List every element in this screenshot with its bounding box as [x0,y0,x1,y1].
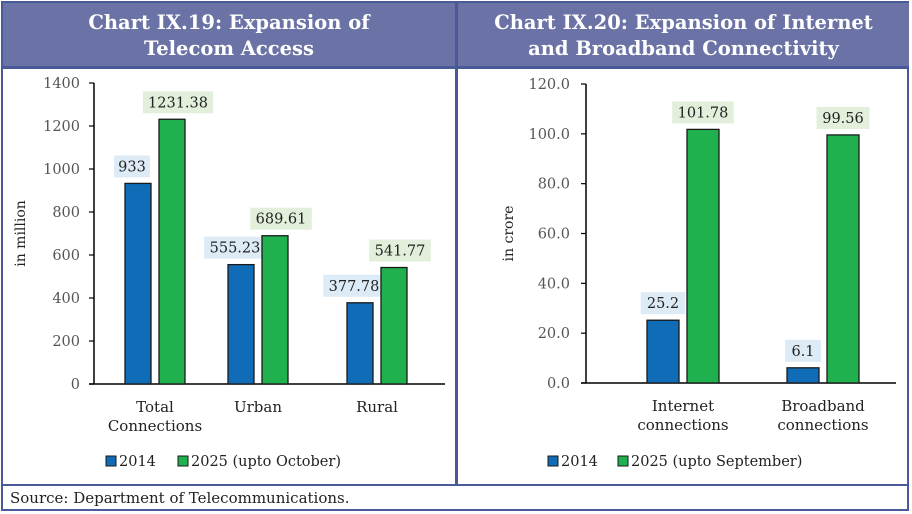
data-label-bg [785,339,821,362]
chart-left-title-line1: Chart IX.19: Expansion of [88,10,370,34]
data-label: 1231.38 [148,95,208,111]
data-label-bg [672,101,734,124]
chart-left-title-line2: Telecom Access [143,36,315,60]
legend-swatch [177,455,189,467]
data-label: 689.61 [256,212,307,228]
y-axis-title: in million [13,200,29,267]
source-divider [3,484,909,486]
data-label: 377.78 [329,279,380,295]
bar-2014-1 [786,367,820,384]
y-tick-label: 40.0 [538,276,570,292]
data-label: 25.2 [647,296,679,312]
bar-2025-1 [261,235,289,385]
category-label: Urban [234,398,282,416]
data-label: 555.23 [210,241,261,257]
data-label: 6.1 [791,344,814,360]
y-tick-label: 60.0 [538,227,570,243]
bar-2014-0 [646,319,680,384]
y-tick-label: 600 [52,248,80,264]
bar-2014-2 [346,302,374,385]
y-tick-label: 1400 [43,76,80,92]
category-label: connections [637,416,728,434]
data-label-bg [816,106,870,129]
category-label: Rural [356,398,398,416]
y-axis-title: in crore [501,206,517,262]
legend-label: 2014 [119,454,156,470]
data-label: 933 [118,159,146,175]
category-label: Connections [108,417,202,435]
category-label: connections [777,416,868,434]
y-tick-label: 1200 [43,119,80,135]
data-label-bg [323,274,385,297]
legend-label: 2025 (upto September) [631,454,802,470]
bar-2014-1 [227,263,255,385]
y-tick-label: 200 [52,334,80,350]
bar-2025-1 [826,134,860,384]
data-label-bg [114,155,150,178]
chart-left: 0 200 400 600 800 1000 1200 1400 in million 933 12… [13,76,445,470]
y-tick-label: 1000 [43,162,80,178]
legend-swatch [547,455,559,467]
chart-left-title: Chart IX.19: Expansion of Telecom Access [3,3,455,66]
y-tick-label: 100.0 [528,127,570,143]
data-label-bg [640,292,686,315]
bar-2025-0 [686,128,720,384]
y-tick-label: 0 [71,377,80,393]
data-label-bg [369,239,431,262]
bar-2025-2 [380,266,408,385]
data-label: 101.78 [678,105,729,121]
y-tick-label: 120.0 [528,77,570,93]
y-tick-label: 400 [52,291,80,307]
bar-2014-0 [124,182,152,385]
legend-swatch [105,455,117,467]
y-tick-label: 80.0 [538,177,570,193]
bar-2025-0 [158,118,186,385]
category-label: Total [136,398,174,416]
chart-right-title: Chart IX.20: Expansion of Internet and B… [458,3,909,66]
y-tick-label: 0.0 [547,376,570,392]
chart-right-title-line2: and Broadband Connectivity [528,36,839,60]
source-note: Source: Department of Telecommunications… [10,489,350,507]
y-tick-label: 800 [52,205,80,221]
data-label-bg [204,236,266,259]
legend-label: 2014 [561,454,598,470]
data-label: 99.56 [822,111,864,127]
data-label-bg [142,91,214,114]
y-tick-label: 20.0 [538,326,570,342]
category-label: Broadband [781,397,865,415]
panel-divider [455,3,458,485]
category-label: Internet [652,397,714,415]
data-label: 541.77 [375,244,426,260]
legend-label: 2025 (upto October) [191,454,341,470]
chart-right: 0.0 20.0 40.0 60.0 80.0 100.0 120.0 in crore 25.… [501,77,896,470]
legend-swatch [617,455,629,467]
chart-right-title-line1: Chart IX.20: Expansion of Internet [494,10,873,34]
data-label-bg [250,207,312,230]
